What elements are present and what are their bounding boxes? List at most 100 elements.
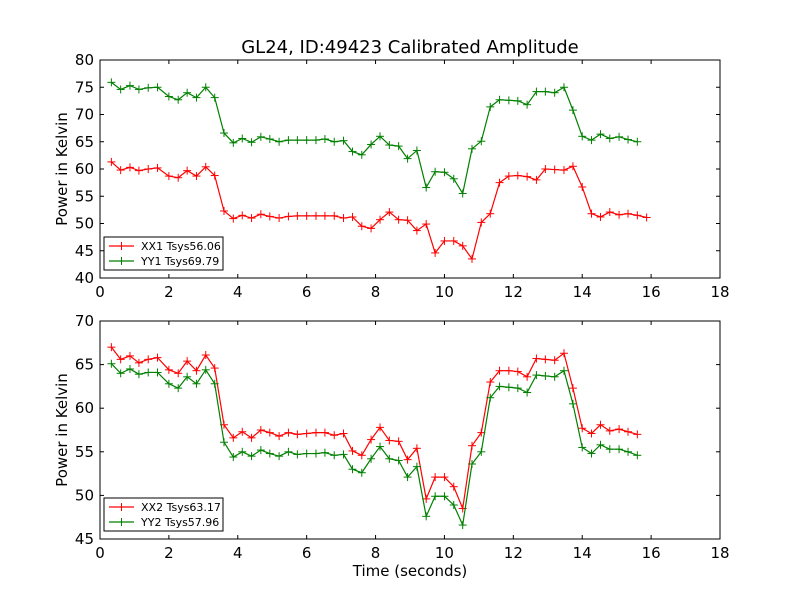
data-point-marker xyxy=(541,355,550,364)
data-point-marker xyxy=(302,449,311,458)
data-point-marker xyxy=(495,366,504,375)
data-point-marker xyxy=(431,248,440,257)
data-point-marker xyxy=(559,166,568,175)
data-point-marker xyxy=(265,212,274,221)
data-point-marker xyxy=(238,427,247,436)
data-point-marker xyxy=(385,141,394,150)
x-tick-label: 2 xyxy=(164,544,174,562)
data-point-marker xyxy=(275,214,284,223)
x-tick-label: 10 xyxy=(435,544,454,562)
data-point-marker xyxy=(422,183,431,192)
data-point-marker xyxy=(183,88,192,97)
data-point-marker xyxy=(513,384,522,393)
data-point-marker xyxy=(605,134,614,143)
data-point-marker xyxy=(422,512,431,521)
data-point-marker xyxy=(229,433,238,442)
data-point-marker xyxy=(125,163,134,172)
y-tick-label: 60 xyxy=(75,160,94,178)
data-point-marker xyxy=(201,83,210,92)
y-axis-label: Power in Kelvin xyxy=(53,373,71,487)
data-point-marker xyxy=(144,165,153,173)
legend: XX2 Tsys63.17 YY2 Tsys57.96 xyxy=(103,497,224,532)
data-point-marker xyxy=(568,162,577,171)
data-point-marker xyxy=(284,212,293,221)
legend-box xyxy=(103,236,224,271)
data-point-marker xyxy=(578,443,587,452)
data-point-marker xyxy=(633,430,642,439)
x-tick-label: 8 xyxy=(371,283,381,301)
x-tick-label: 12 xyxy=(504,544,523,562)
data-point-marker xyxy=(320,135,329,144)
y-tick-label: 60 xyxy=(75,399,94,417)
data-point-marker xyxy=(107,343,116,352)
data-point-marker xyxy=(125,351,134,360)
data-point-marker xyxy=(256,426,265,434)
data-point-marker xyxy=(468,254,476,263)
data-point-marker xyxy=(550,165,559,174)
data-point-marker xyxy=(320,428,329,437)
data-point-marker xyxy=(210,93,219,102)
data-point-marker xyxy=(605,426,614,435)
data-point-marker xyxy=(302,211,311,220)
data-point-marker xyxy=(587,209,596,218)
x-tick-label: 18 xyxy=(710,544,729,562)
data-point-marker xyxy=(220,206,228,215)
data-point-marker xyxy=(587,429,596,438)
x-tick-label: 4 xyxy=(233,283,243,301)
data-point-marker xyxy=(523,372,532,381)
data-point-marker xyxy=(394,215,403,224)
data-point-marker xyxy=(605,208,614,217)
legend-entry: YY1 Tsys69.79 xyxy=(109,255,219,268)
legend-label: XX1 Tsys56.06 xyxy=(141,240,221,253)
x-axis-label: Time (seconds) xyxy=(352,562,468,580)
data-point-marker xyxy=(495,382,504,391)
data-point-marker xyxy=(330,137,339,146)
data-point-marker xyxy=(210,364,219,373)
data-point-marker xyxy=(229,453,238,462)
data-point-marker xyxy=(164,172,173,181)
y-tick-label: 55 xyxy=(75,443,94,461)
data-point-marker xyxy=(247,138,256,147)
x-tick-label: 10 xyxy=(435,283,454,301)
data-point-marker xyxy=(247,214,256,223)
data-point-marker xyxy=(153,163,162,172)
data-point-marker xyxy=(192,172,201,181)
data-point-marker xyxy=(275,137,284,146)
data-point-marker xyxy=(495,178,504,187)
data-point-marker xyxy=(596,212,605,221)
data-point-marker xyxy=(615,425,624,434)
data-point-marker xyxy=(174,173,183,182)
x-tick-label: 6 xyxy=(302,544,312,562)
data-point-marker xyxy=(153,83,162,92)
data-point-marker xyxy=(624,427,633,436)
data-point-marker xyxy=(403,154,412,163)
data-point-marker xyxy=(440,168,449,177)
data-point-marker xyxy=(125,364,134,373)
data-point-marker xyxy=(477,137,486,146)
data-point-marker xyxy=(367,435,376,444)
data-point-marker xyxy=(431,492,440,501)
data-point-marker xyxy=(412,444,421,453)
data-point-marker xyxy=(183,357,192,366)
data-point-marker xyxy=(541,87,550,96)
data-point-marker xyxy=(403,473,412,482)
data-point-marker xyxy=(311,136,320,145)
data-point-marker xyxy=(578,424,587,433)
data-point-marker xyxy=(164,92,173,101)
data-point-marker xyxy=(247,452,256,461)
data-point-marker xyxy=(293,430,302,439)
data-point-marker xyxy=(174,95,183,104)
data-point-marker xyxy=(210,171,219,180)
data-point-marker xyxy=(596,420,605,429)
y-tick-label: 70 xyxy=(75,106,94,124)
data-point-marker xyxy=(174,384,183,393)
data-point-marker xyxy=(605,445,614,454)
data-point-marker xyxy=(330,211,339,220)
data-point-marker xyxy=(183,166,192,175)
data-point-marker xyxy=(311,428,320,437)
data-point-marker xyxy=(468,144,476,153)
y-axis-label: Power in Kelvin xyxy=(53,112,71,226)
data-point-marker xyxy=(615,132,624,141)
data-point-marker xyxy=(615,210,624,219)
x-tick-label: 6 xyxy=(302,283,312,301)
